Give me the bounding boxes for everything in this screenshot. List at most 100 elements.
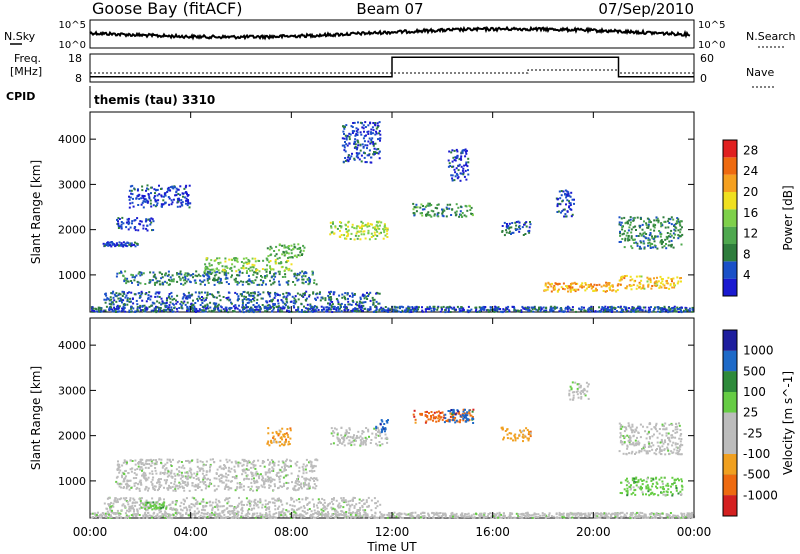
freq-line: [90, 56, 694, 78]
velocity-colorbar-cell: [723, 474, 737, 496]
noise-trace: [89, 25, 691, 41]
time-tick-label: 20:00: [576, 525, 611, 539]
power-echo-region: [329, 220, 389, 241]
power-echo-region: [341, 121, 382, 164]
power-colorbar-cell: [723, 261, 737, 279]
velocity-echo-region: [443, 408, 475, 424]
velocity-colorbar-label: Velocity [m s^-1]: [781, 371, 795, 475]
time-tick-label: 04:00: [173, 525, 208, 539]
noise-right-tick-top: 10^5: [698, 20, 725, 31]
velocity-colorbar-tick: -500: [743, 468, 770, 482]
nave-line: [90, 69, 694, 74]
velocity-colorbar-cell: [723, 495, 737, 516]
station-title: Goose Bay (fitACF): [92, 0, 242, 18]
freq-left-tick-bottom: 8: [75, 72, 82, 85]
power-echo-region: [203, 256, 293, 273]
freq-left-tick-top: 18: [68, 52, 82, 65]
power-colorbar-tick: 12: [743, 227, 758, 241]
velocity-echo-region: [618, 422, 684, 456]
velocity-colorbar-cell: [723, 330, 737, 351]
time-tick-label: 00:00: [73, 525, 108, 539]
velocity-colorbar-cell: [723, 412, 737, 434]
freq-left-label-1: Freq.: [14, 52, 41, 65]
time-tick-label: 16:00: [475, 525, 510, 539]
power-echo-region: [102, 241, 139, 248]
time-tick-label: 12:00: [375, 525, 410, 539]
freq-trace: [90, 56, 694, 78]
velocity-echo-region: [375, 419, 389, 434]
velocity-ytick-label: 4000: [58, 339, 86, 352]
velocity-echo-region: [103, 496, 382, 514]
power-colorbar-cell: [723, 278, 737, 296]
velocity-colorbar-cell: [723, 371, 737, 392]
power-colorbar-tick: 24: [743, 164, 758, 178]
power-ytick-label: 2000: [58, 224, 86, 237]
power-echo-region: [115, 270, 318, 286]
velocity-colorbar-cell: [723, 454, 737, 475]
power-ytick-label: 3000: [58, 178, 86, 191]
velocity-colorbar-cell: [723, 433, 737, 454]
velocity-colorbar-tick: 100: [743, 385, 766, 399]
power-echo-region: [90, 305, 695, 314]
power-echo-region: [618, 216, 684, 250]
power-colorbar-tick: 4: [743, 268, 751, 282]
velocity-ylabel: Slant Range [km]: [29, 366, 43, 470]
power-echo-region: [501, 220, 532, 237]
cpid-text: themis (tau) 3310: [94, 93, 215, 107]
freq-right-tick-top: 60: [700, 52, 714, 65]
power-echo-region: [266, 243, 306, 259]
noise-left-tick-top: 10^5: [59, 20, 86, 31]
power-colorbar-cell: [723, 226, 737, 244]
freq-left-label-2: [MHz]: [10, 65, 42, 78]
power-colorbar-tick: 20: [743, 185, 758, 199]
freq-panel-frame: [89, 53, 695, 83]
time-tick-label: 00:00: [677, 525, 712, 539]
power-colorbar-cell: [723, 174, 737, 192]
power-frame: [89, 111, 695, 313]
noise-panel-frame: [89, 19, 695, 49]
velocity-echo-region: [500, 426, 532, 443]
velocity-colorbar-frame: [722, 329, 738, 517]
power-ytick-label: 1000: [58, 269, 86, 282]
beam-title: Beam 07: [356, 0, 423, 18]
time-axis: 00:00 04:00 08:00 12:00 16:00 20:00 00:00 Time …: [73, 525, 712, 554]
power-colorbar-frame: [722, 139, 738, 297]
power-echo-region: [555, 189, 575, 218]
velocity-echo-region: [115, 458, 319, 492]
velocity-colorbar-tick: -1000: [743, 488, 778, 502]
velocity-echo-region: [140, 501, 168, 510]
velocity-colorbar-tick: -100: [743, 447, 770, 461]
noise-right-label: N.Search: [746, 30, 796, 43]
power-echo-region: [116, 216, 155, 232]
time-tick-label: 08:00: [274, 525, 309, 539]
power-echo-region: [128, 184, 192, 209]
power-panel: 1000 2000 3000 4000 Slant Range [km]: [29, 111, 695, 314]
velocity-echo-region: [619, 476, 684, 497]
power-colorbar: 4 8 12 16 20 24 28 Power [dB]: [722, 139, 795, 297]
power-colorbar-cell: [723, 192, 737, 210]
noise-left-tick-bottom: 10^0: [59, 40, 86, 51]
velocity-colorbar-cell: [723, 350, 737, 372]
velocity-colorbar-tick: 500: [743, 364, 766, 378]
velocity-echo-region: [568, 381, 590, 401]
power-colorbar-cell: [723, 140, 737, 158]
velocity-ytick-label: 1000: [58, 475, 86, 488]
noise-right-tick-bottom: 10^0: [698, 40, 725, 51]
velocity-echo-region: [330, 426, 389, 447]
power-echo-region: [543, 281, 620, 293]
velocity-echo-region: [266, 427, 292, 447]
velocity-colorbar-tick: 1000: [743, 344, 774, 358]
power-echo-region: [618, 274, 682, 291]
nave-label: Nave: [746, 66, 774, 79]
noise-left-label: N.Sky: [4, 30, 36, 43]
velocity-ytick-label: 3000: [58, 384, 86, 397]
power-colorbar-tick: 28: [743, 143, 758, 157]
power-colorbar-cell: [723, 209, 737, 227]
velocity-ytick-label: 2000: [58, 430, 86, 443]
power-colorbar-tick: 16: [743, 206, 758, 220]
power-colorbar-label: Power [dB]: [781, 185, 795, 250]
date-title: 07/Sep/2010: [598, 0, 694, 18]
velocity-panel: 1000 2000 3000 4000 Slant Range [km]: [29, 317, 696, 520]
